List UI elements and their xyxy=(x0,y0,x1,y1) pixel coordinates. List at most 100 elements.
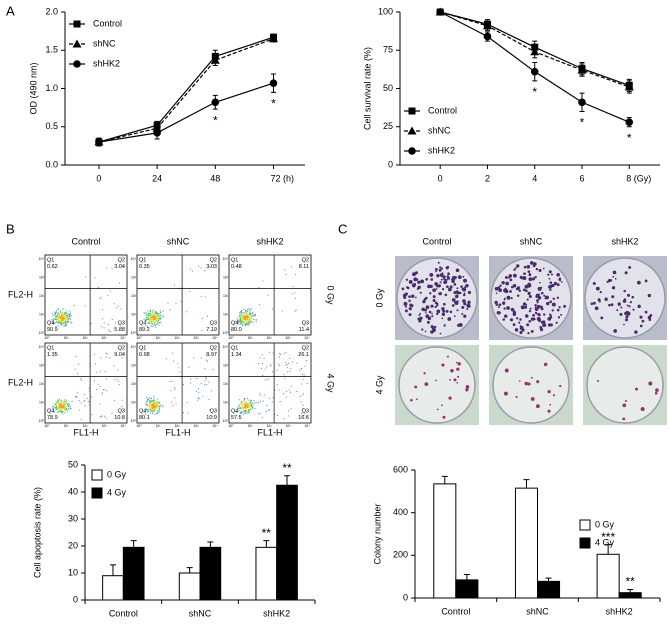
colony xyxy=(528,309,532,313)
event-dot xyxy=(63,320,65,322)
event-dot xyxy=(199,398,201,400)
colony xyxy=(456,300,459,303)
event-dot xyxy=(51,319,53,321)
event-dot xyxy=(65,315,67,317)
event-dot xyxy=(247,314,249,316)
x-tick-label: Control xyxy=(109,608,138,618)
colony xyxy=(556,283,560,287)
axis-tick-label: 10⁴ xyxy=(131,257,137,261)
event-dot xyxy=(261,354,263,356)
event-dot xyxy=(157,321,159,323)
colony xyxy=(528,277,533,282)
error-bar xyxy=(130,540,137,548)
event-dot xyxy=(60,408,62,410)
event-dot xyxy=(155,408,157,410)
axis-tick-label: 10³ xyxy=(193,336,199,340)
event-dot xyxy=(67,318,69,320)
colony xyxy=(534,311,538,315)
event-dot xyxy=(157,316,159,318)
quadrant-name: Q2 xyxy=(210,345,217,351)
event-dot xyxy=(254,314,256,316)
event-dot xyxy=(148,319,150,321)
event-dot xyxy=(151,322,153,324)
event-dot xyxy=(61,324,63,326)
colony xyxy=(524,284,529,289)
quadrant-value: 90.9 xyxy=(47,327,58,333)
event-dot xyxy=(246,315,248,317)
event-dot xyxy=(147,318,149,320)
event-dot xyxy=(90,396,92,398)
colony xyxy=(516,264,520,268)
colony xyxy=(547,389,551,394)
event-dot xyxy=(62,319,64,321)
axis-tick-label: 10¹ xyxy=(39,400,45,404)
event-dot xyxy=(108,329,110,331)
colony xyxy=(611,295,615,299)
event-dot xyxy=(65,324,67,326)
colony xyxy=(529,261,534,265)
axis-tick-label: 10⁴ xyxy=(131,345,137,349)
colony xyxy=(625,318,629,322)
axis-tick-label: 10¹ xyxy=(247,424,253,428)
event-dot xyxy=(148,322,150,324)
event-dot xyxy=(153,405,155,407)
colony xyxy=(539,326,543,329)
event-dot xyxy=(190,378,192,380)
event-dot xyxy=(99,403,101,405)
event-dot xyxy=(243,406,245,408)
event-dot xyxy=(62,404,64,406)
axis-tick-label: 10⁴ xyxy=(223,345,229,349)
quadrant-value: 3.04 xyxy=(114,264,125,270)
event-dot xyxy=(266,405,268,407)
colony xyxy=(536,301,539,304)
event-dot xyxy=(151,406,153,408)
event-dot xyxy=(153,315,155,317)
colony xyxy=(655,388,659,392)
event-dot xyxy=(65,406,67,408)
event-dot xyxy=(65,320,67,322)
colony xyxy=(527,291,531,295)
event-dot xyxy=(285,351,287,353)
event-dot xyxy=(58,318,60,320)
marker xyxy=(530,47,540,56)
colony xyxy=(456,381,459,384)
axis-tick-label: 10⁰ xyxy=(44,424,50,428)
event-dot xyxy=(237,321,239,323)
event-dot xyxy=(156,402,158,404)
event-dot xyxy=(152,316,154,318)
event-dot xyxy=(243,407,245,409)
quadrant-name: Q4 xyxy=(231,320,238,326)
column-header: shNC xyxy=(167,236,190,246)
event-dot xyxy=(244,403,246,405)
event-dot xyxy=(156,412,158,414)
event-dot xyxy=(241,406,243,408)
event-dot xyxy=(248,316,250,318)
y-tick-label: 10 xyxy=(68,567,78,577)
event-dot xyxy=(290,391,292,393)
x-tick-label: 8 (Gy) xyxy=(626,173,651,183)
event-dot xyxy=(283,352,285,354)
event-dot xyxy=(241,313,243,315)
event-dot xyxy=(58,405,60,407)
event-dot xyxy=(151,320,153,322)
event-dot xyxy=(155,405,157,407)
event-dot xyxy=(150,325,152,327)
event-dot xyxy=(156,398,158,400)
colony xyxy=(415,398,418,401)
event-dot xyxy=(60,310,62,312)
event-dot xyxy=(152,410,154,412)
event-dot xyxy=(204,368,206,370)
event-dot xyxy=(245,410,247,412)
event-dot xyxy=(156,401,158,403)
event-dot xyxy=(244,321,246,323)
x-axis-label: FL1-H xyxy=(165,427,190,437)
event-dot xyxy=(244,405,246,407)
colony xyxy=(528,273,532,277)
event-dot xyxy=(290,266,292,268)
event-dot xyxy=(153,403,155,405)
error-bar xyxy=(186,567,193,573)
event-dot xyxy=(264,379,266,381)
event-dot xyxy=(147,314,149,316)
event-dot xyxy=(239,320,241,322)
colony xyxy=(408,295,411,299)
